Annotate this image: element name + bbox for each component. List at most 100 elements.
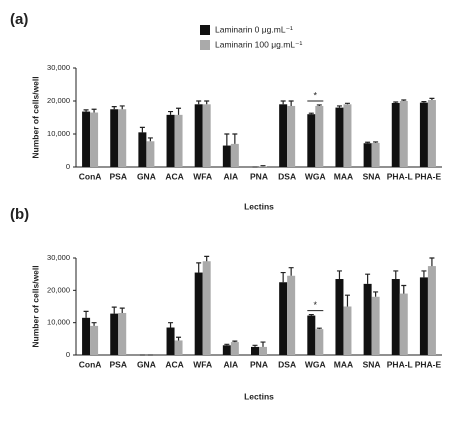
bar: [343, 306, 352, 355]
bar: [259, 346, 267, 355]
bar: [335, 279, 344, 355]
bar: [118, 109, 127, 167]
error-bar: [336, 270, 342, 280]
error-bar: [365, 273, 371, 284]
bar: [391, 102, 400, 167]
x-tick-label: PHA-E: [415, 359, 442, 369]
x-tick-label: SNA: [363, 359, 381, 369]
x-tick-label: PSA: [109, 359, 126, 369]
bar: [287, 275, 296, 355]
error-bar: [232, 340, 238, 343]
bar: [399, 293, 408, 355]
bar: [427, 100, 436, 167]
x-tick-label: PSA: [109, 171, 126, 181]
bar: [287, 105, 296, 167]
bar: [222, 145, 231, 167]
bar: [166, 114, 175, 167]
bar: [166, 327, 175, 355]
error-bar: [83, 109, 89, 112]
error-bar: [401, 99, 407, 101]
bar: [315, 329, 324, 355]
x-tick-label: DSA: [278, 359, 296, 369]
bar: [371, 296, 380, 355]
error-bar: [176, 336, 182, 341]
error-bar: [373, 291, 379, 297]
bar: [307, 315, 316, 355]
y-tick-label: 30,000: [47, 253, 70, 262]
bar: [371, 142, 380, 167]
y-axis-title: Number of cells/well: [30, 76, 40, 158]
error-bar: [139, 126, 145, 133]
bar: [82, 317, 91, 355]
bar: [90, 325, 99, 355]
bar: [343, 104, 352, 167]
x-axis-title: Lectins: [244, 391, 274, 401]
y-axis-title: Number of cells/well: [30, 265, 40, 347]
error-bar: [429, 257, 435, 267]
error-bar: [91, 322, 97, 326]
x-tick-label: ACA: [165, 171, 183, 181]
bar: [279, 282, 288, 355]
x-axis-title: Lectins: [244, 201, 274, 211]
error-bar: [91, 108, 97, 113]
legend-swatch: [200, 40, 210, 50]
error-bar: [288, 100, 294, 106]
x-tick-label: GNA: [137, 359, 156, 369]
bar: [146, 141, 155, 167]
error-bar: [111, 106, 117, 110]
error-bar: [280, 271, 286, 283]
error-bar: [365, 141, 371, 144]
error-bar: [336, 105, 342, 108]
bar: [335, 107, 344, 167]
x-tick-label: PHA-L: [387, 171, 413, 181]
x-tick-label: PHA-L: [387, 359, 413, 369]
x-tick-label: WFA: [193, 171, 212, 181]
x-tick-label: MAA: [334, 171, 353, 181]
x-tick-label: SNA: [363, 171, 381, 181]
error-bar: [288, 267, 294, 276]
x-tick-label: MAA: [334, 359, 353, 369]
error-bar: [429, 97, 435, 101]
error-bar: [344, 294, 350, 307]
bar: [110, 109, 119, 167]
bar: [315, 105, 324, 167]
bar: [174, 114, 183, 167]
error-bar: [119, 307, 125, 313]
bar: [363, 283, 372, 355]
x-tick-label: ConA: [79, 359, 102, 369]
error-bar: [147, 137, 153, 142]
x-tick-label: AIA: [224, 171, 239, 181]
bar: [230, 342, 239, 355]
error-bar: [308, 313, 314, 316]
x-tick-label: ACA: [165, 359, 183, 369]
bar: [399, 101, 408, 167]
error-bar: [176, 107, 182, 115]
bar: [82, 111, 91, 167]
error-bar: [119, 105, 125, 110]
error-bar: [393, 270, 399, 280]
y-tick-label: 0: [66, 350, 70, 359]
x-tick-label: AIA: [224, 359, 239, 369]
y-tick-label: 30,000: [47, 63, 70, 72]
x-tick-label: PNA: [250, 359, 268, 369]
error-bar: [252, 344, 258, 347]
error-bar: [204, 100, 210, 105]
error-bar: [168, 322, 174, 328]
error-bar: [224, 133, 230, 146]
bar: [251, 346, 259, 355]
bar: [138, 132, 147, 167]
error-bar: [196, 262, 202, 273]
panel-label: (b): [10, 206, 29, 223]
y-tick-label: 20,000: [47, 285, 70, 294]
bar: [202, 104, 211, 167]
y-tick-label: 10,000: [47, 129, 70, 138]
bar: [202, 261, 211, 355]
bar: [174, 340, 183, 355]
bar: [118, 312, 127, 355]
legend-label: Laminarin 100 μg.mL⁻¹: [215, 39, 303, 49]
bar: [90, 112, 99, 167]
bar: [427, 266, 436, 355]
bar: [419, 102, 428, 167]
